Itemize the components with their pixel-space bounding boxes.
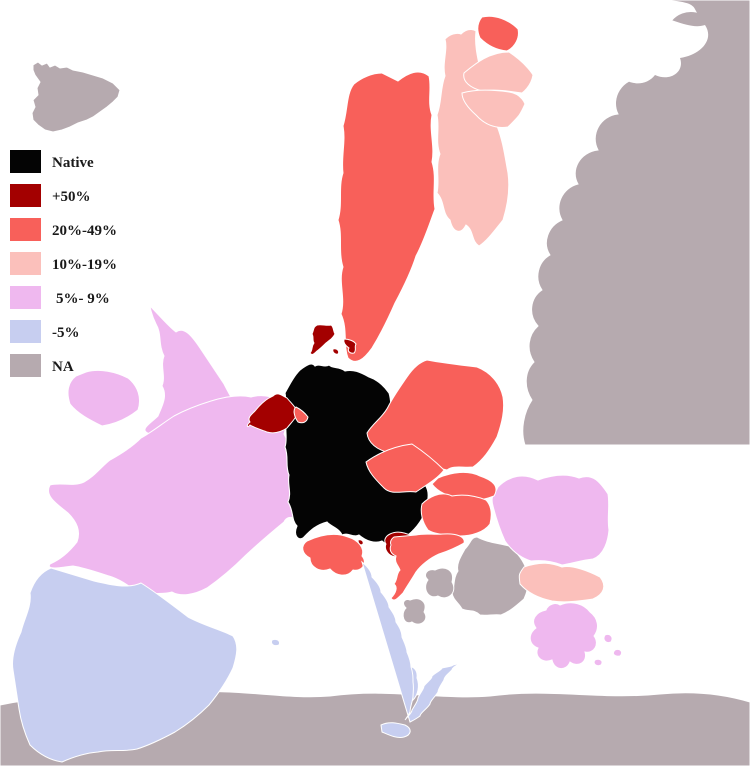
svg-text:20%-49%: 20%-49%	[52, 223, 117, 239]
svg-text:+50%: +50%	[52, 189, 91, 205]
svg-text:-5%: -5%	[52, 325, 80, 341]
svg-text:10%-19%: 10%-19%	[52, 257, 117, 273]
svg-text:5%- 9%: 5%- 9%	[56, 291, 110, 307]
svg-text:NA: NA	[52, 359, 74, 375]
svg-text:Native: Native	[52, 155, 94, 171]
